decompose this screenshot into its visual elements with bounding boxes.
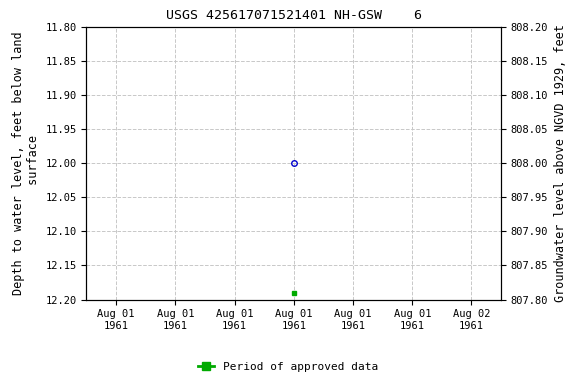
Title: USGS 425617071521401 NH-GSW    6: USGS 425617071521401 NH-GSW 6 — [166, 8, 422, 22]
Y-axis label: Groundwater level above NGVD 1929, feet: Groundwater level above NGVD 1929, feet — [554, 24, 567, 302]
Legend: Period of approved data: Period of approved data — [193, 358, 383, 377]
Y-axis label: Depth to water level, feet below land
 surface: Depth to water level, feet below land su… — [12, 31, 40, 295]
